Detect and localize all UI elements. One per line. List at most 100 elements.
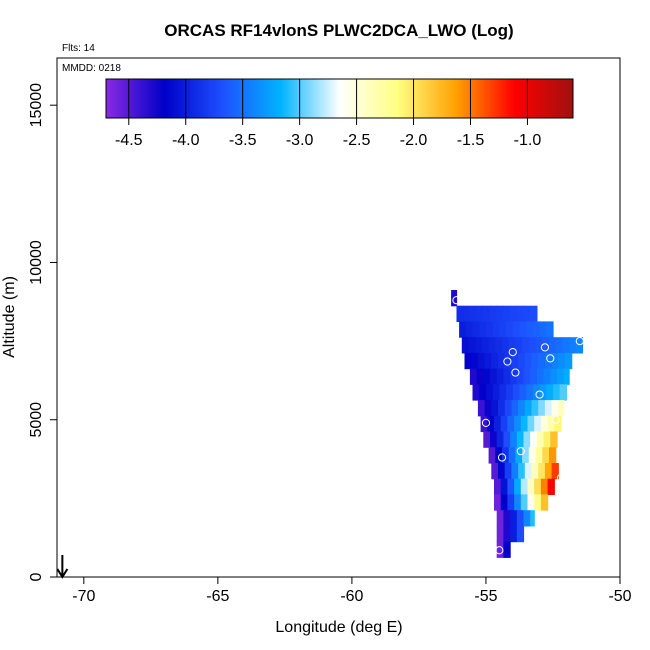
- heatmap-cell: [558, 400, 565, 417]
- heatmap-cell: [475, 337, 483, 354]
- flight-marker: [556, 473, 566, 483]
- heatmap-cell: [503, 541, 511, 558]
- heatmap-cell: [530, 510, 535, 527]
- flight-marker: [508, 348, 517, 357]
- flight-marker: [495, 546, 504, 555]
- heatmap-cell: [515, 447, 523, 464]
- heatmap-cell: [510, 510, 518, 527]
- heatmap-cell: [510, 305, 518, 322]
- heatmap-cell: [500, 494, 508, 511]
- flight-marker: [481, 418, 491, 427]
- colorbar-tick-label: -2.5: [343, 132, 371, 149]
- flight-marker: [503, 357, 512, 366]
- colorbar-tick-label: -3.0: [286, 132, 314, 149]
- heatmap-cell: [519, 384, 527, 401]
- heatmap-cell: [502, 447, 510, 464]
- heatmap-cell: [496, 525, 504, 543]
- colorbar-tick-label: -1.0: [514, 132, 542, 149]
- heatmap-cell: [488, 447, 496, 464]
- heatmap-cell: [500, 478, 508, 495]
- heatmap-cell: [504, 463, 512, 480]
- heatmap-cell: [508, 337, 516, 354]
- heatmap-cell: [506, 384, 514, 401]
- heatmap-cell: [546, 321, 554, 338]
- heatmap-cell: [499, 384, 507, 401]
- heatmap-cell: [539, 384, 547, 401]
- heatmap-cell: [492, 384, 500, 401]
- heatmap-cell: [487, 415, 495, 433]
- heatmap-cell: [496, 305, 504, 322]
- heatmap-cell: [464, 352, 472, 370]
- heatmap-cell: [479, 384, 487, 401]
- heatmap-cell: [518, 352, 526, 370]
- heatmap-cell: [463, 305, 471, 322]
- heatmap-cell: [496, 541, 504, 558]
- heatmap-cell: [546, 384, 554, 401]
- heatmap-cell: [547, 415, 555, 433]
- heatmap-cell: [536, 431, 545, 448]
- heatmap-cell: [523, 431, 531, 448]
- heatmap-cell: [451, 290, 458, 307]
- heatmap-cell: [530, 305, 538, 322]
- heatmap-cell: [503, 510, 511, 527]
- heatmap-cell: [468, 337, 476, 354]
- heatmap-cell: [526, 321, 534, 338]
- heatmap-cell: [499, 321, 507, 338]
- y-tick-label: 10000: [28, 240, 45, 285]
- heatmap-cell: [535, 447, 543, 464]
- colorbar-tick-label: -4.5: [115, 132, 143, 149]
- heatmap-cell: [465, 321, 474, 338]
- heatmap-cell: [549, 447, 557, 464]
- colorbar-tick-label: -1.5: [457, 132, 485, 149]
- heatmap-cell: [514, 478, 522, 495]
- heatmap-cell: [569, 337, 577, 354]
- heatmap-cell: [503, 525, 511, 543]
- heatmap-cell: [495, 337, 503, 354]
- colorbar-tick-label: -3.5: [229, 132, 257, 149]
- heatmap-cell: [524, 352, 533, 370]
- heatmap-cell: [502, 337, 510, 354]
- heatmap-cell: [476, 368, 484, 385]
- heatmap-cell: [528, 447, 537, 464]
- heatmap-cell: [530, 431, 538, 448]
- heatmap-cell: [511, 463, 519, 480]
- heatmap-cell: [492, 321, 500, 338]
- heatmap-cell: [544, 463, 553, 480]
- heatmap-cell: [480, 415, 488, 433]
- heatmap-cell: [494, 415, 502, 433]
- heatmap-cell: [516, 368, 525, 385]
- heatmap-cell: [516, 431, 525, 448]
- y-axis-label: Altitude (m): [1, 276, 18, 358]
- heatmap-cell: [510, 431, 518, 448]
- heatmap-cell: [565, 352, 573, 370]
- heatmap-cell: [519, 321, 527, 338]
- heatmap-cell: [530, 368, 538, 385]
- heatmap-cell: [512, 321, 521, 338]
- heatmap-cell: [477, 352, 486, 370]
- y-tick-label: 0: [28, 572, 45, 581]
- heatmap-cell: [483, 305, 491, 322]
- heatmap-cell: [558, 352, 566, 370]
- heatmap-cell: [486, 384, 494, 401]
- heatmap-cell: [531, 463, 539, 480]
- heatmap-cell: [550, 368, 558, 385]
- heatmap-cell: [524, 400, 533, 417]
- heatmap-cell: [506, 321, 514, 338]
- heatmap-cell: [490, 431, 498, 448]
- heatmap-cell: [494, 478, 502, 495]
- heatmap-cell: [523, 510, 531, 527]
- heatmap-cell: [500, 415, 508, 433]
- heatmap-cell: [531, 352, 539, 370]
- heatmap-cell: [527, 478, 535, 495]
- heatmap-cell: [540, 494, 549, 511]
- flights-annotation: Flts: 14: [62, 43, 95, 54]
- heatmap-cell: [557, 368, 565, 385]
- heatmap-cell: [528, 337, 537, 354]
- heatmap-cell: [490, 368, 498, 385]
- heatmap-cell: [481, 337, 490, 354]
- heatmap-cell: [472, 321, 480, 338]
- heatmap-cell: [540, 478, 549, 495]
- heatmap-cell: [512, 384, 521, 401]
- heatmap-cell: [550, 431, 558, 448]
